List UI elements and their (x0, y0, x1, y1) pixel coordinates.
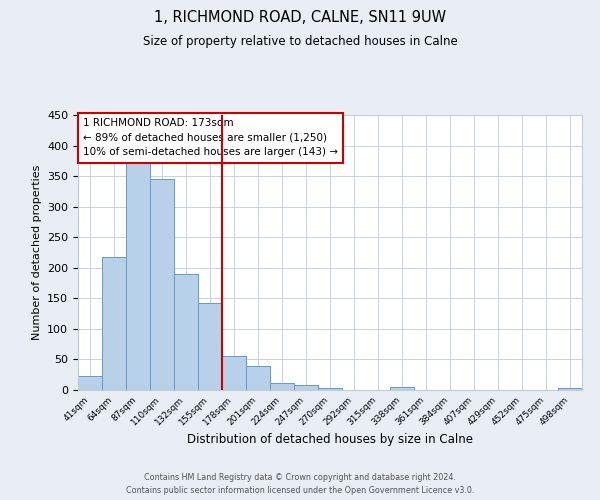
Bar (390, 387, 414, 390)
Bar (78, 376, 102, 390)
Text: 1 RICHMOND ROAD: 173sqm
← 89% of detached houses are smaller (1,250)
10% of semi: 1 RICHMOND ROAD: 173sqm ← 89% of detache… (83, 118, 338, 158)
Bar (222, 356, 246, 390)
Text: 1, RICHMOND ROAD, CALNE, SN11 9UW: 1, RICHMOND ROAD, CALNE, SN11 9UW (154, 10, 446, 25)
Bar (558, 388, 582, 390)
Bar (246, 366, 270, 390)
Bar (126, 161, 150, 390)
Text: Contains HM Land Registry data © Crown copyright and database right 2024.: Contains HM Land Registry data © Crown c… (144, 472, 456, 482)
Bar (102, 257, 126, 390)
Text: Contains public sector information licensed under the Open Government Licence v3: Contains public sector information licen… (126, 486, 474, 495)
Bar (150, 179, 174, 390)
Bar (294, 385, 318, 390)
Bar (198, 302, 222, 390)
Bar (270, 382, 294, 390)
Bar (318, 388, 342, 390)
Y-axis label: Number of detached properties: Number of detached properties (32, 165, 41, 340)
Bar (174, 274, 198, 390)
X-axis label: Distribution of detached houses by size in Calne: Distribution of detached houses by size … (187, 432, 473, 446)
Text: Size of property relative to detached houses in Calne: Size of property relative to detached ho… (143, 35, 457, 48)
